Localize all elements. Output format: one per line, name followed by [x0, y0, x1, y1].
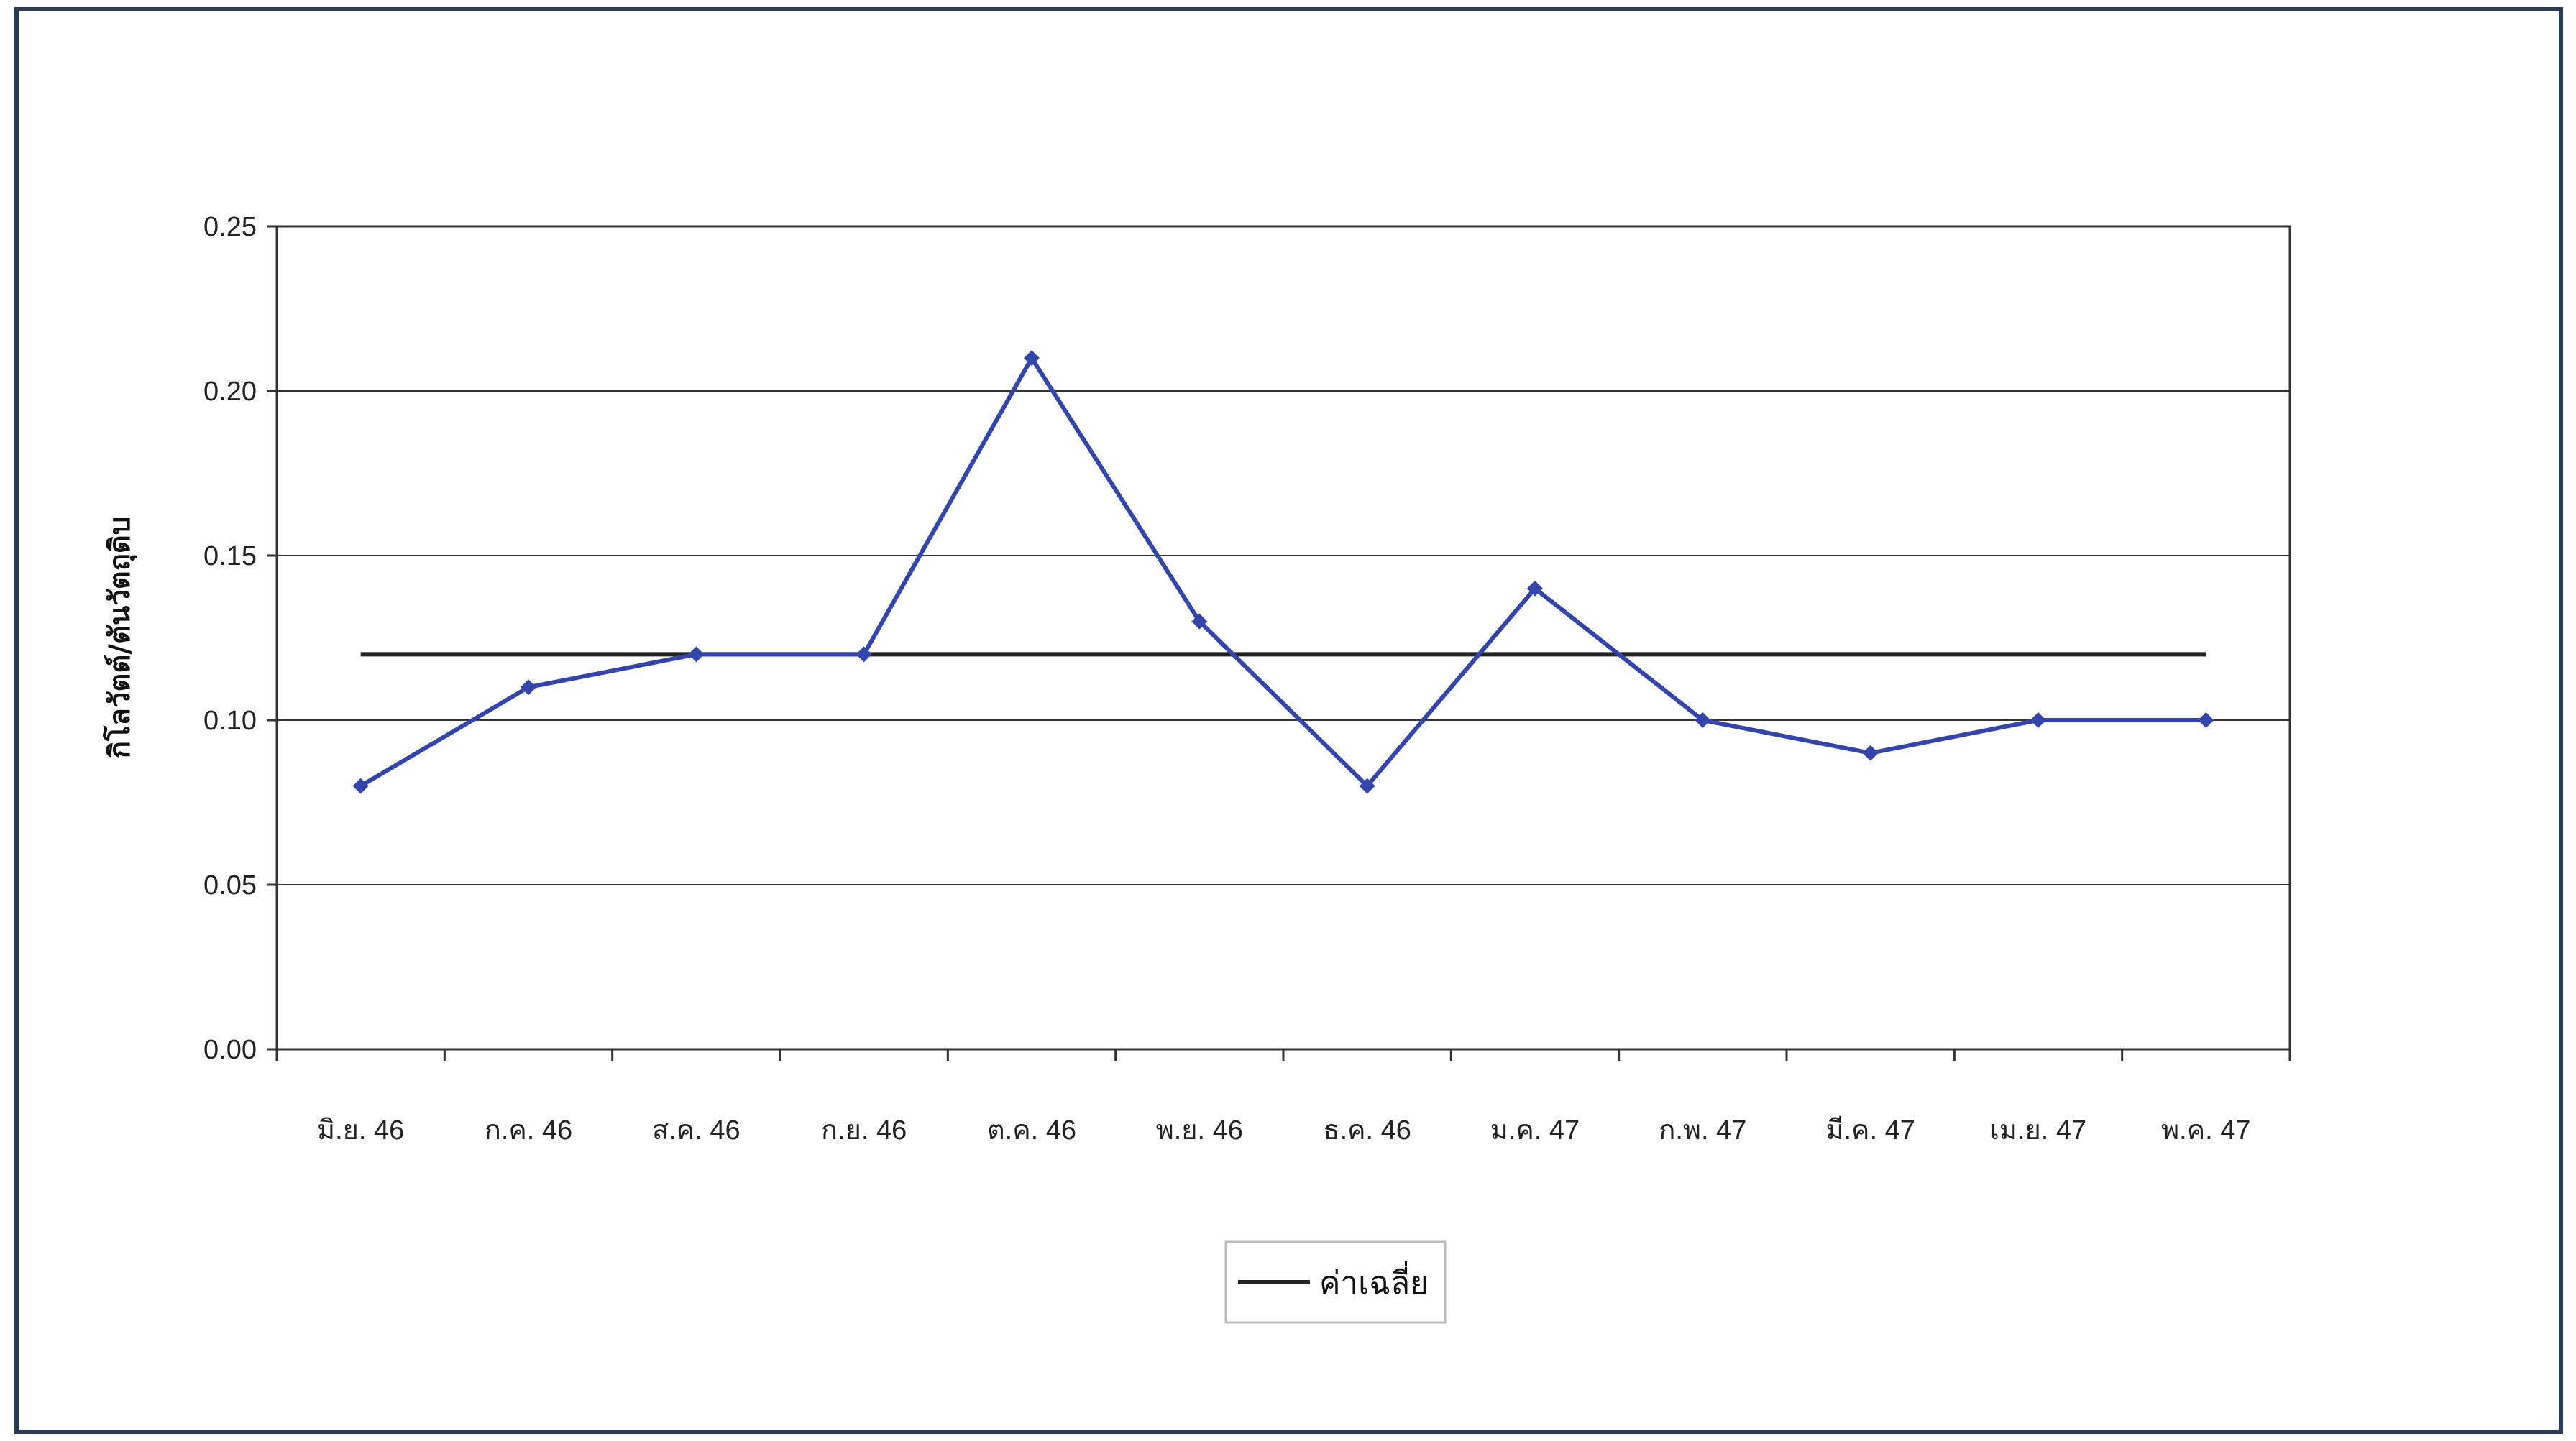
x-tick-label: มิ.ย. 46	[317, 1115, 404, 1146]
data-point	[1191, 613, 1208, 630]
legend: ค่าเฉลี่ย	[1224, 1240, 1447, 1324]
x-tick-label: ธ.ค. 46	[1323, 1115, 1411, 1146]
data-point	[1862, 745, 1879, 761]
data-point	[1024, 350, 1040, 367]
y-tick-label: 0.05	[203, 870, 257, 901]
data-point	[688, 646, 705, 663]
y-tick-label: 0.00	[203, 1035, 257, 1065]
x-tick-label: ส.ค. 46	[652, 1115, 741, 1146]
x-tick-label: พ.ค. 47	[2161, 1115, 2250, 1146]
series-line-data	[359, 356, 2206, 788]
x-tick-label: มี.ค. 47	[1825, 1115, 1915, 1146]
data-point	[352, 778, 369, 794]
legend-label-average: ค่าเฉลี่ย	[1319, 1261, 1429, 1302]
data-point	[2198, 712, 2214, 728]
data-point	[1359, 778, 1375, 794]
data-point	[521, 679, 536, 696]
x-tick-label: เม.ย. 47	[1990, 1115, 2086, 1146]
x-tick-label: ก.ค. 46	[485, 1115, 572, 1146]
y-tick-label: 0.10	[203, 706, 257, 736]
data-point	[1527, 580, 1543, 597]
x-tick-label: ก.ย. 46	[821, 1115, 907, 1146]
y-tick-label: 0.15	[203, 541, 257, 571]
y-axis-label: กิโลวัตต์/ตันวัตถุดิบ	[103, 517, 138, 759]
grid-lines	[277, 390, 2290, 885]
data-point	[856, 646, 872, 663]
x-tick-label: ม.ค. 47	[1490, 1115, 1580, 1146]
y-axis-ticks: 0.00 0.05 0.10 0.15 0.20 0.25	[203, 212, 277, 1065]
series-layer	[352, 350, 2214, 794]
x-axis-ticks: มิ.ย. 46 ก.ค. 46 ส.ค. 46 ก.ย. 46 ต.ค. 46 พ.ย.…	[275, 1049, 2291, 1146]
data-point	[1695, 712, 1711, 728]
legend-box	[1224, 1240, 1447, 1324]
x-tick-label: ก.พ. 47	[1659, 1115, 1746, 1146]
plot-area	[275, 225, 2291, 1051]
y-tick-label: 0.20	[203, 377, 257, 407]
x-tick-label: พ.ย. 46	[1156, 1115, 1243, 1146]
data-point	[2030, 712, 2046, 728]
x-tick-label: ต.ค. 46	[987, 1115, 1076, 1146]
y-tick-label: 0.25	[203, 212, 257, 242]
